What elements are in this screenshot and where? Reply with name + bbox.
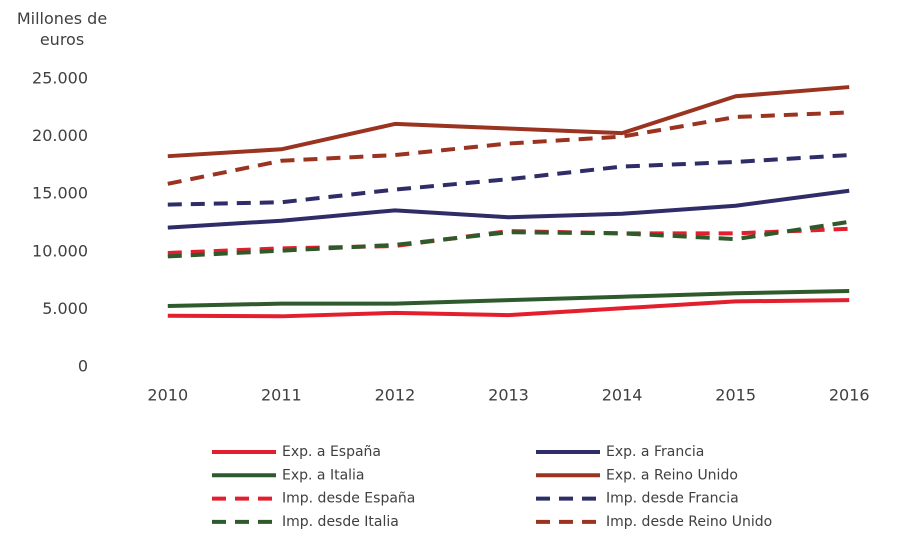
x-tick-label: 2012 <box>375 386 416 405</box>
series-line <box>167 110 850 186</box>
series-line <box>167 288 850 308</box>
legend-label: Imp. desde Francia <box>606 491 739 507</box>
x-tick-label: 2013 <box>488 386 529 405</box>
series-line <box>167 85 850 159</box>
legend-label: Imp. desde Italia <box>282 514 399 530</box>
legend-label: Imp. desde Reino Unido <box>606 514 772 530</box>
legend-label: Exp. a Reino Unido <box>606 467 738 483</box>
y-tick-label: 5.000 <box>42 299 88 318</box>
legend-label: Imp. desde España <box>282 491 415 507</box>
y-tick-label: 25.000 <box>32 69 88 88</box>
legend-label: Exp. a Italia <box>282 467 365 483</box>
x-tick-label: 2011 <box>261 386 302 405</box>
y-tick-label: 10.000 <box>32 241 88 260</box>
y-tick-label: 15.000 <box>32 184 88 203</box>
legend-label: Exp. a España <box>282 444 381 460</box>
x-tick-label: 2014 <box>602 386 643 405</box>
x-tick-label: 2015 <box>715 386 756 405</box>
series-line <box>167 298 850 319</box>
y-tick-label: 20.000 <box>32 126 88 145</box>
series-line <box>167 219 850 259</box>
y-tick-label: 0 <box>78 357 88 376</box>
legend-label: Exp. a Francia <box>606 444 704 460</box>
x-tick-label: 2016 <box>829 386 870 405</box>
x-tick-label: 2010 <box>147 386 188 405</box>
y-axis-label: Millones de euros <box>16 9 108 49</box>
series-line <box>167 188 850 230</box>
